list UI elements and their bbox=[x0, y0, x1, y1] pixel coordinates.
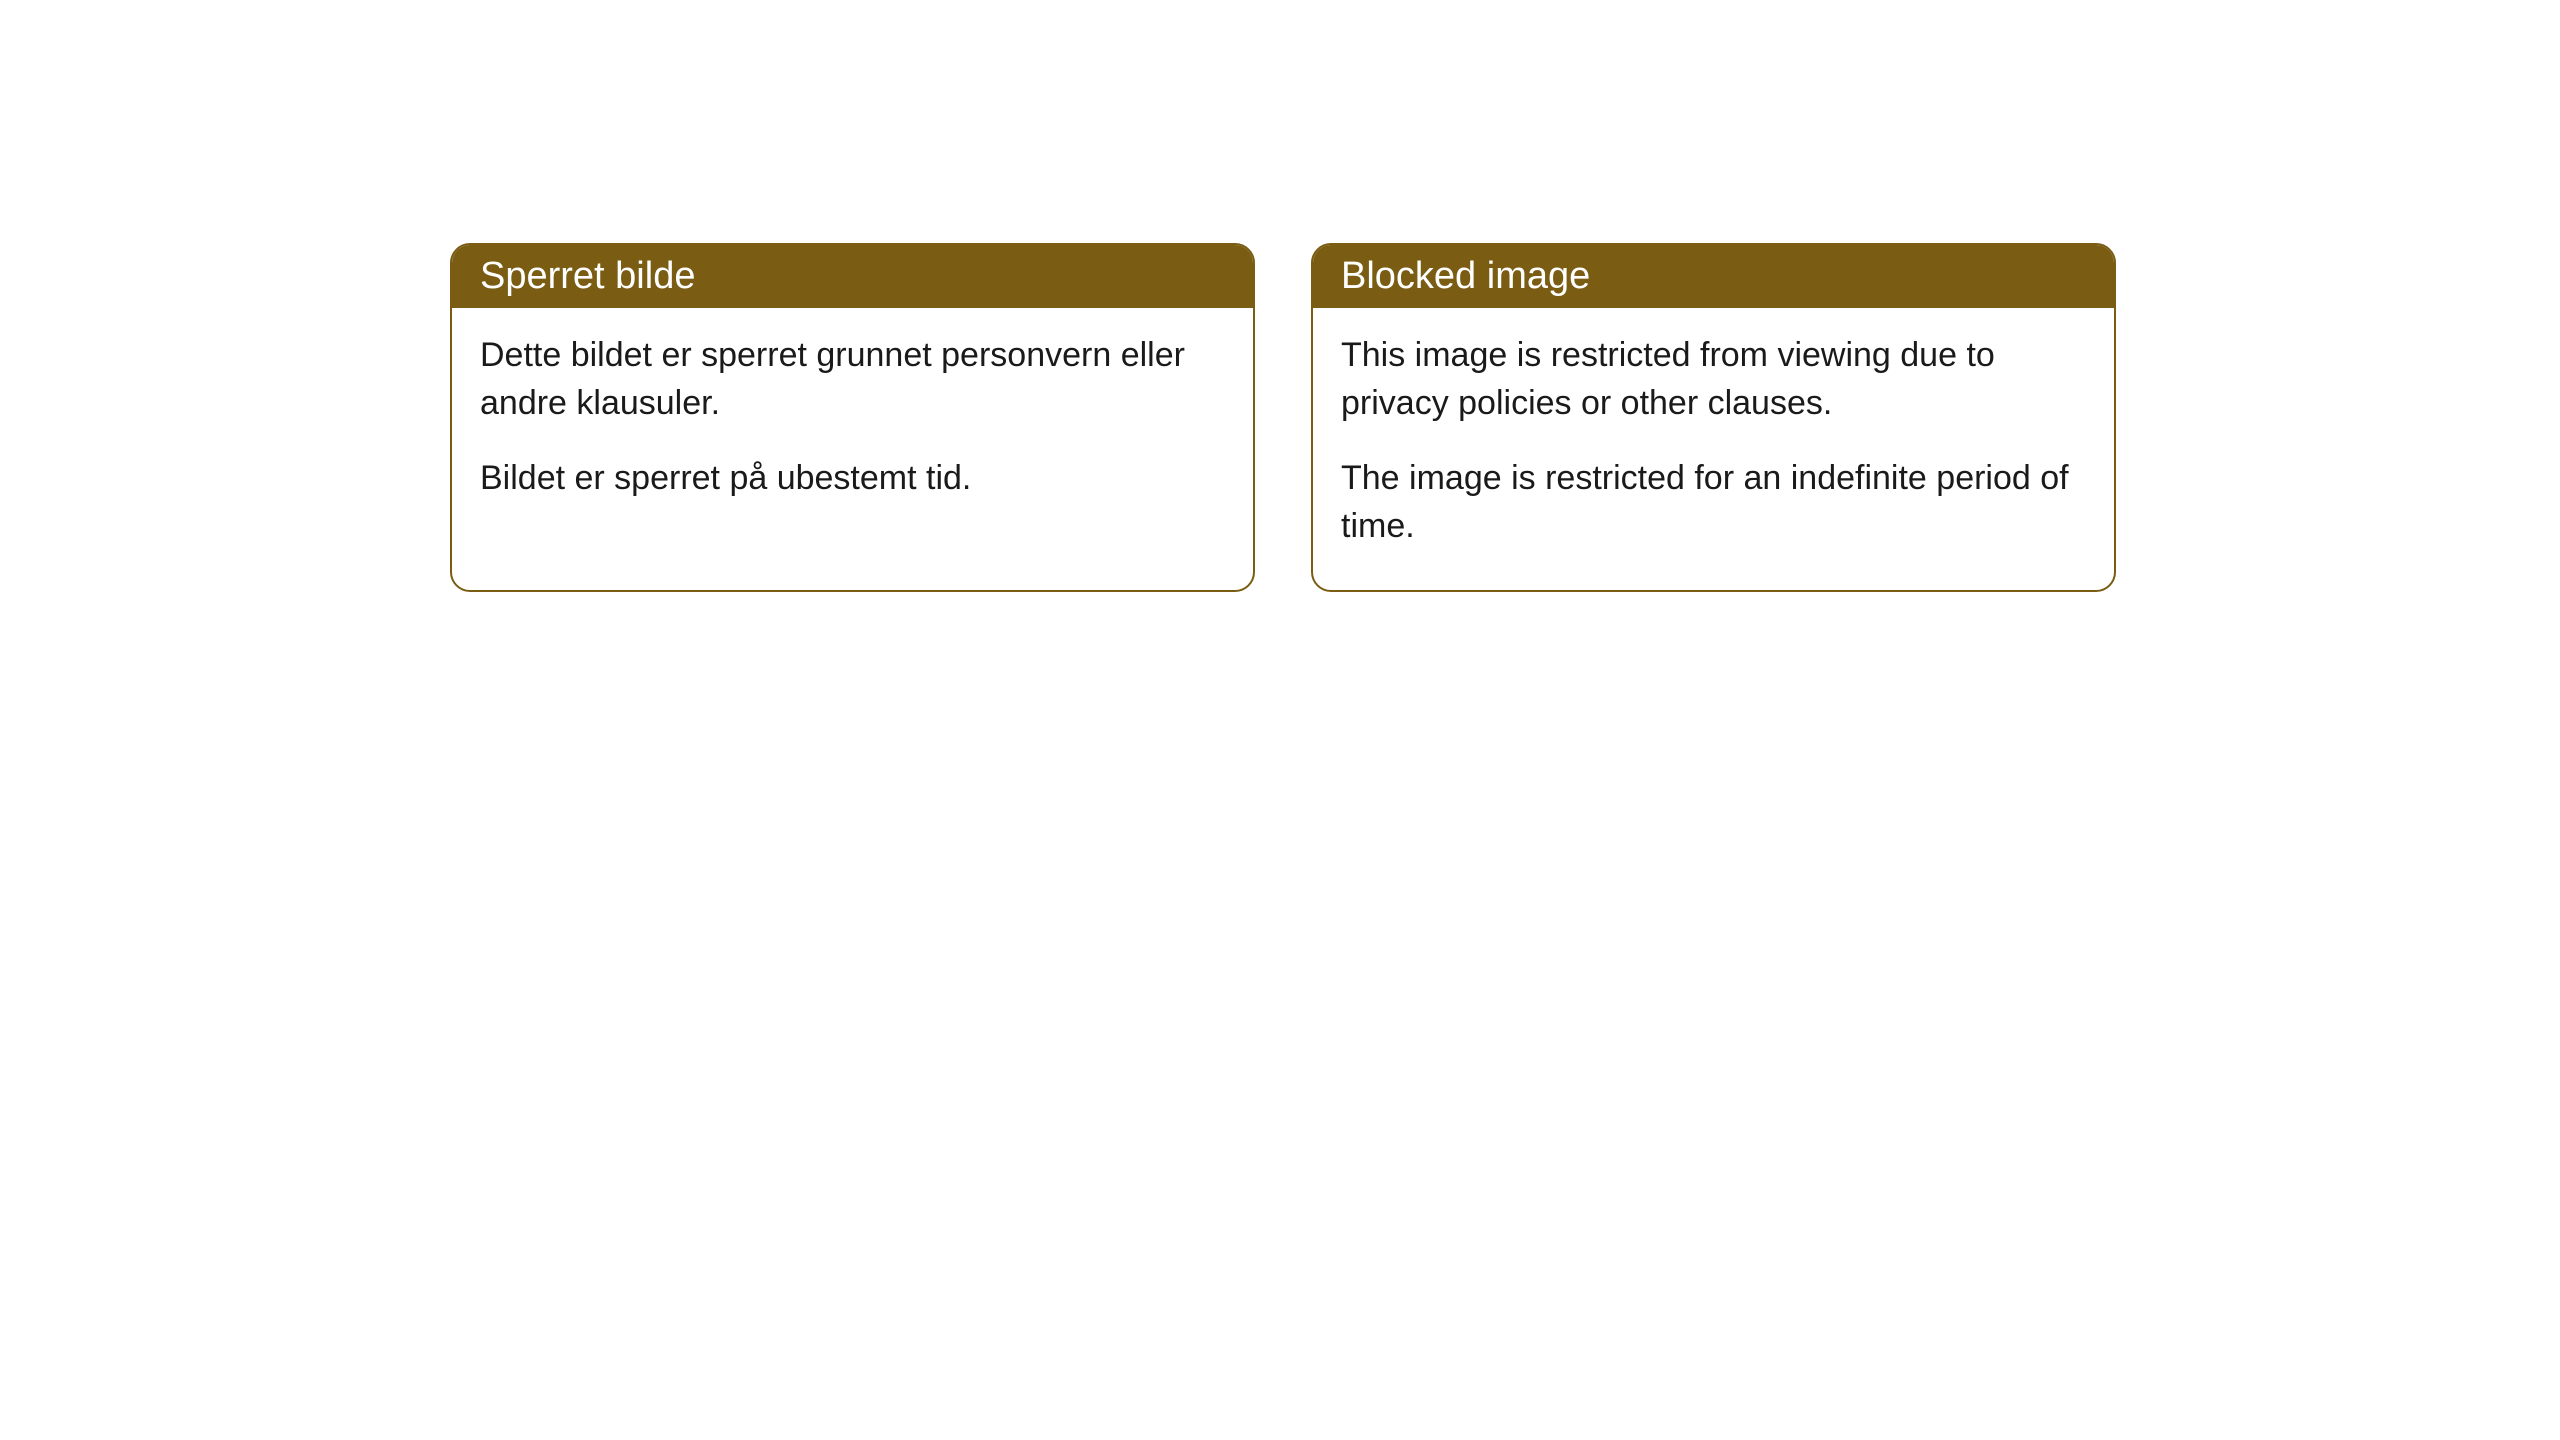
card-header: Blocked image bbox=[1313, 245, 2114, 308]
card-paragraph: Dette bildet er sperret grunnet personve… bbox=[480, 332, 1225, 427]
card-title: Blocked image bbox=[1341, 255, 1590, 297]
card-header: Sperret bilde bbox=[452, 245, 1253, 308]
card-paragraph: The image is restricted for an indefinit… bbox=[1341, 455, 2086, 550]
card-title: Sperret bilde bbox=[480, 255, 695, 297]
card-paragraph: This image is restricted from viewing du… bbox=[1341, 332, 2086, 427]
notice-container: Sperret bilde Dette bildet er sperret gr… bbox=[0, 0, 2560, 592]
notice-card-norwegian: Sperret bilde Dette bildet er sperret gr… bbox=[450, 243, 1255, 592]
card-paragraph: Bildet er sperret på ubestemt tid. bbox=[480, 455, 1225, 503]
card-body: This image is restricted from viewing du… bbox=[1313, 308, 2114, 590]
notice-card-english: Blocked image This image is restricted f… bbox=[1311, 243, 2116, 592]
card-body: Dette bildet er sperret grunnet personve… bbox=[452, 308, 1253, 543]
